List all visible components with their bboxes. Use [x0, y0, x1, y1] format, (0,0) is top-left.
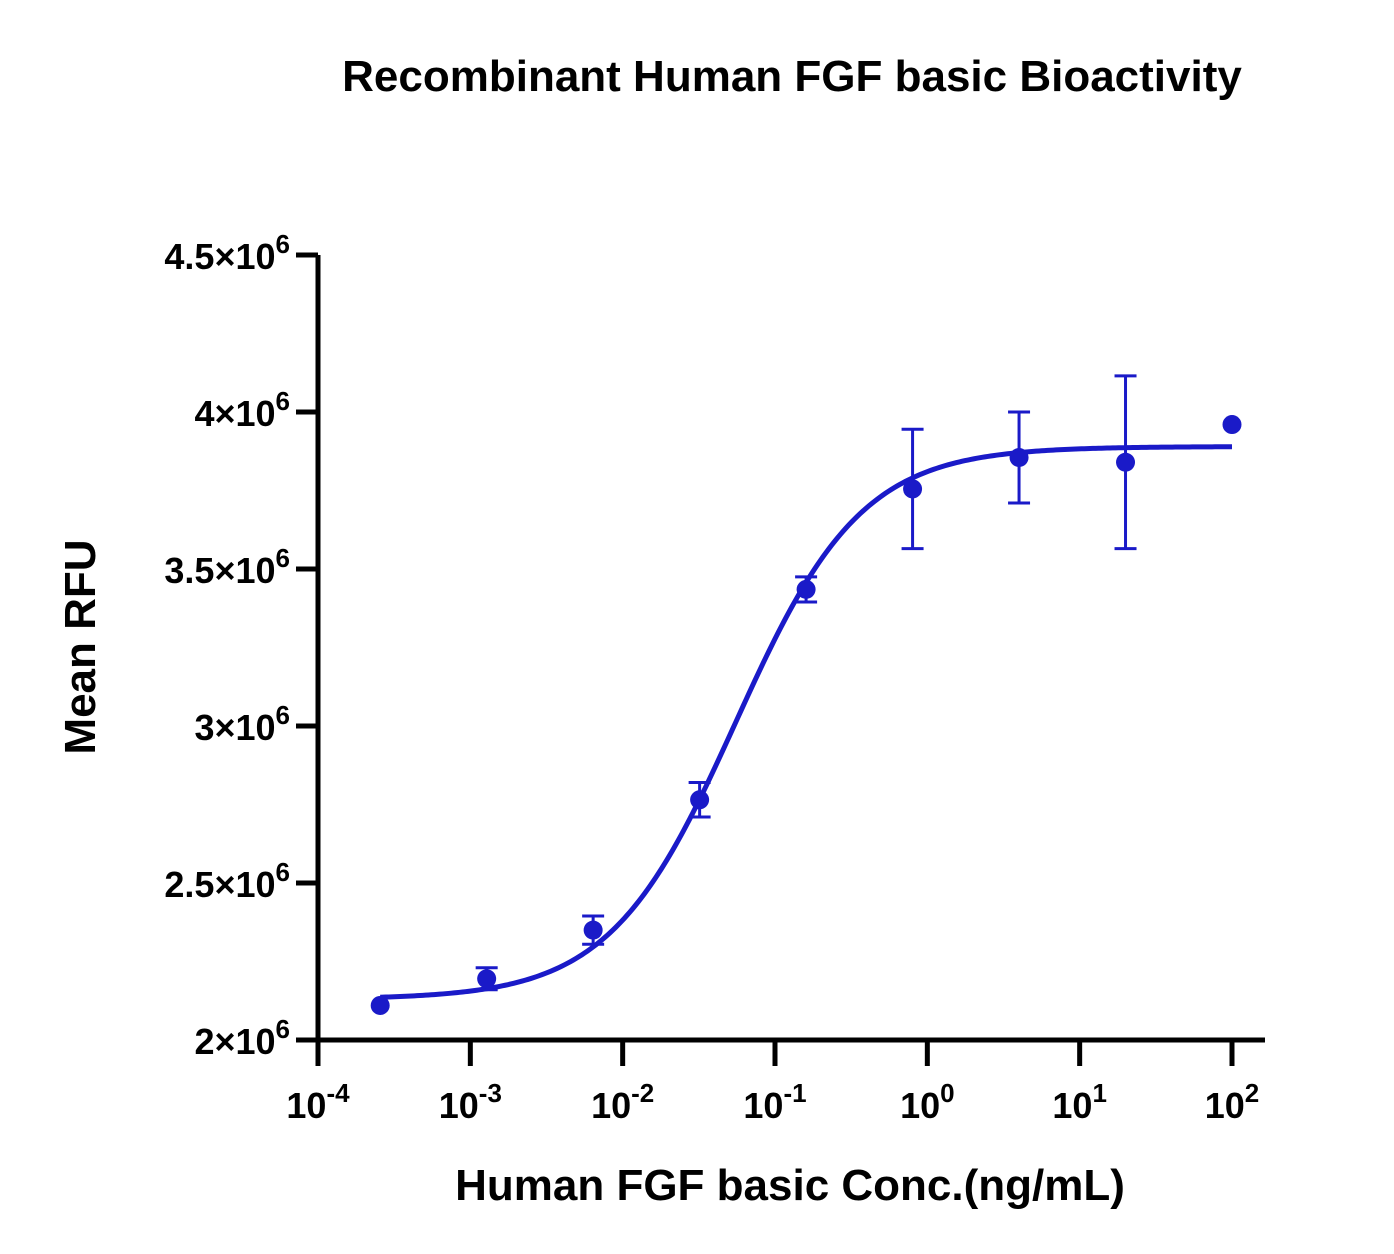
axes: 2×106 2.5×106 3×106 3.5×106 4×106 4.5×106 10-4… — [164, 229, 1265, 1126]
data-point — [903, 479, 923, 499]
x-tick-label: 10-3 — [439, 1078, 502, 1126]
y-tick-label: 2×106 — [194, 1014, 290, 1062]
x-tick-label: 10-1 — [743, 1078, 806, 1126]
x-tick-label: 10-4 — [286, 1078, 350, 1126]
x-tick-label: 100 — [900, 1078, 955, 1126]
data-point — [1222, 415, 1242, 435]
x-axis-label: Human FGF basic Conc.(ng/mL) — [455, 1161, 1125, 1210]
fit-curve-group — [380, 444, 1233, 1000]
y-tick-label: 4.5×106 — [164, 229, 290, 277]
y-axis-label: Mean RFU — [56, 539, 105, 754]
error-bars — [475, 374, 1137, 992]
y-tick-label: 2.5×106 — [164, 857, 290, 905]
data-point — [370, 995, 390, 1015]
y-tick-label: 4×106 — [194, 386, 290, 434]
y-tick-label: 3.5×106 — [164, 543, 290, 591]
data-point — [583, 920, 603, 940]
y-tick-label: 3×106 — [194, 700, 290, 748]
chart-title: Recombinant Human FGF basic Bioactivity — [342, 52, 1242, 101]
data-point — [796, 579, 816, 599]
x-tick-label: 102 — [1205, 1078, 1260, 1126]
x-tick-label: 10-2 — [591, 1078, 654, 1126]
data-point — [690, 790, 710, 810]
data-point — [1009, 448, 1029, 468]
data-point — [477, 969, 497, 989]
x-tick-label: 101 — [1052, 1078, 1107, 1126]
fit-curve — [380, 444, 1233, 1000]
data-points — [370, 415, 1242, 1015]
data-point — [1116, 452, 1136, 472]
